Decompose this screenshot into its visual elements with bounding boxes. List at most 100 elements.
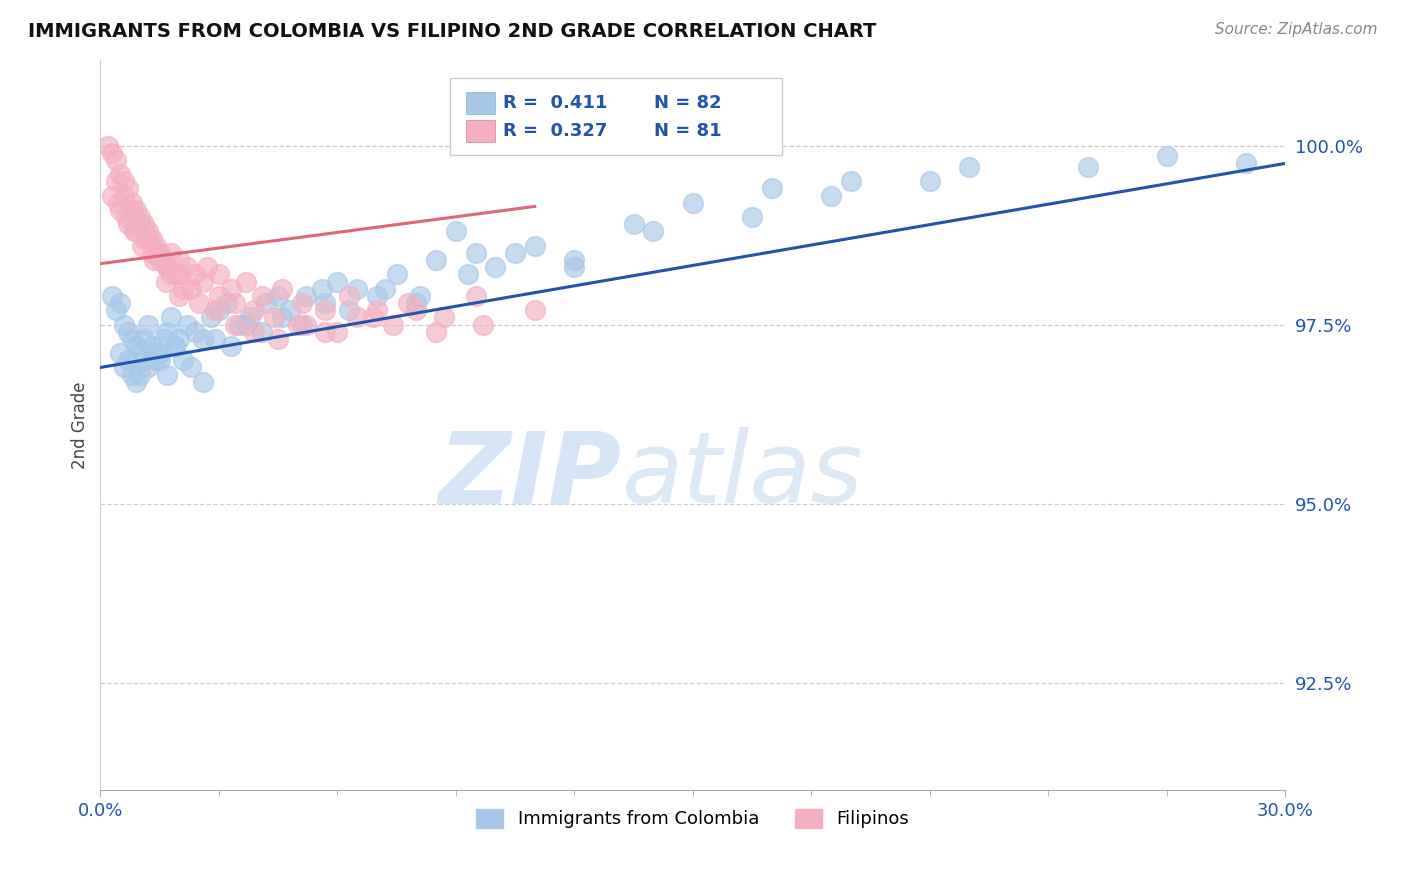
- Point: [169, 332, 191, 346]
- Point: [741, 210, 763, 224]
- Point: [149, 246, 172, 260]
- Point: [254, 296, 277, 310]
- Point: [366, 289, 388, 303]
- Point: [152, 253, 174, 268]
- Point: [107, 195, 129, 210]
- Point: [243, 303, 266, 318]
- Point: [191, 275, 214, 289]
- Point: [156, 260, 179, 275]
- Point: [523, 239, 546, 253]
- Point: [128, 210, 150, 224]
- Point: [105, 174, 128, 188]
- Point: [1156, 149, 1178, 163]
- Point: [128, 346, 150, 360]
- Point: [191, 375, 214, 389]
- Point: [219, 339, 242, 353]
- Point: [112, 174, 135, 188]
- Point: [562, 260, 585, 275]
- Point: [165, 268, 187, 282]
- Point: [294, 289, 316, 303]
- Point: [820, 188, 842, 202]
- Point: [117, 353, 139, 368]
- Point: [180, 282, 202, 296]
- Point: [682, 195, 704, 210]
- Point: [156, 325, 179, 339]
- Point: [346, 310, 368, 325]
- Point: [117, 217, 139, 231]
- Point: [141, 339, 163, 353]
- Point: [278, 303, 301, 318]
- Point: [128, 217, 150, 231]
- Point: [97, 138, 120, 153]
- Point: [235, 318, 257, 332]
- Point: [156, 368, 179, 382]
- Point: [366, 303, 388, 318]
- Text: R =  0.327: R = 0.327: [503, 122, 607, 140]
- FancyBboxPatch shape: [467, 93, 495, 114]
- Point: [108, 346, 131, 360]
- Point: [291, 296, 314, 310]
- Point: [472, 318, 495, 332]
- Point: [180, 360, 202, 375]
- Point: [184, 325, 207, 339]
- Point: [152, 332, 174, 346]
- Text: N = 82: N = 82: [654, 95, 721, 112]
- Point: [267, 289, 290, 303]
- Point: [957, 160, 980, 174]
- Point: [121, 195, 143, 210]
- Point: [405, 296, 427, 310]
- Point: [117, 181, 139, 195]
- Point: [108, 202, 131, 217]
- Point: [433, 310, 456, 325]
- Point: [200, 310, 222, 325]
- Point: [314, 303, 336, 318]
- Point: [271, 282, 294, 296]
- Point: [215, 296, 238, 310]
- Point: [184, 268, 207, 282]
- Point: [224, 318, 246, 332]
- Point: [761, 181, 783, 195]
- Point: [337, 303, 360, 318]
- Y-axis label: 2nd Grade: 2nd Grade: [72, 381, 89, 468]
- Point: [326, 325, 349, 339]
- Point: [204, 332, 226, 346]
- Point: [101, 188, 124, 202]
- Point: [291, 318, 314, 332]
- Point: [252, 325, 274, 339]
- Point: [136, 360, 159, 375]
- Point: [385, 268, 408, 282]
- Point: [252, 289, 274, 303]
- Point: [155, 275, 177, 289]
- Point: [112, 318, 135, 332]
- Point: [623, 217, 645, 231]
- Point: [484, 260, 506, 275]
- Point: [643, 224, 665, 238]
- Point: [149, 253, 172, 268]
- Point: [176, 318, 198, 332]
- Legend: Immigrants from Colombia, Filipinos: Immigrants from Colombia, Filipinos: [468, 802, 917, 836]
- Point: [172, 282, 194, 296]
- Point: [165, 339, 187, 353]
- Point: [271, 310, 294, 325]
- Point: [122, 224, 145, 238]
- Point: [464, 289, 486, 303]
- Point: [294, 318, 316, 332]
- Point: [165, 339, 187, 353]
- Point: [263, 310, 285, 325]
- Point: [208, 289, 231, 303]
- Point: [208, 268, 231, 282]
- Text: ZIP: ZIP: [439, 427, 621, 524]
- Point: [409, 289, 432, 303]
- Point: [188, 296, 211, 310]
- Point: [405, 303, 427, 318]
- Point: [918, 174, 941, 188]
- Point: [142, 253, 165, 268]
- Point: [125, 375, 148, 389]
- Point: [121, 332, 143, 346]
- Point: [132, 332, 155, 346]
- Point: [108, 296, 131, 310]
- Text: N = 81: N = 81: [654, 122, 721, 140]
- Point: [145, 353, 167, 368]
- Text: R =  0.411: R = 0.411: [503, 95, 607, 112]
- Point: [444, 224, 467, 238]
